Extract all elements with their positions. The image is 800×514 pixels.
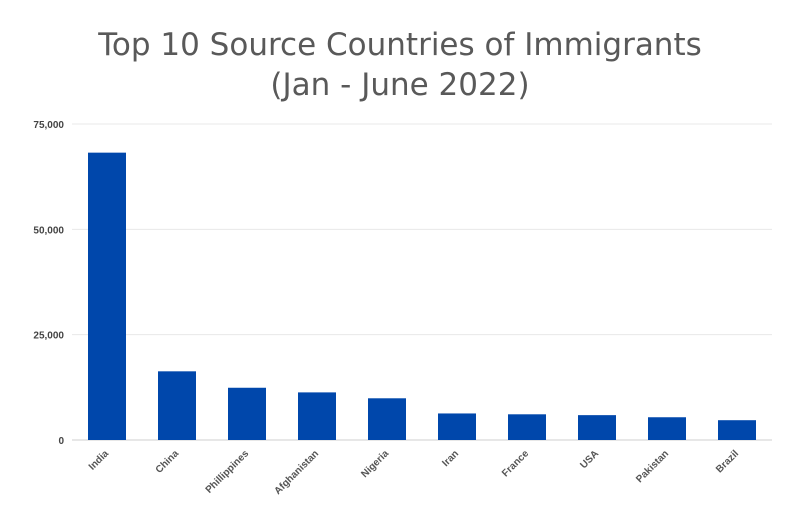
chart-subtitle: (Jan - June 2022)	[270, 67, 530, 103]
y-tick-label: 50,000	[33, 225, 64, 236]
x-tick-label: Afghanistan	[272, 448, 321, 497]
bar-china	[158, 371, 196, 440]
bar-france	[508, 414, 546, 440]
y-tick-label: 25,000	[33, 331, 64, 342]
bar-nigeria	[368, 398, 406, 440]
x-tick-label: Brazil	[714, 448, 741, 475]
x-tick-label: France	[500, 448, 531, 479]
bar-india	[88, 152, 126, 440]
bar-usa	[578, 415, 616, 440]
bar-pakistan	[648, 417, 686, 440]
bar-iran	[438, 413, 476, 440]
bar-brazil	[718, 420, 756, 440]
bar-afghanistan	[298, 392, 336, 440]
x-tick-label: Phillippines	[204, 448, 252, 496]
chart-title: Top 10 Source Countries of Immigrants	[98, 27, 702, 63]
x-tick-label: Nigeria	[359, 448, 391, 480]
y-tick-label: 0	[58, 436, 64, 447]
x-tick-label: USA	[578, 448, 601, 471]
x-tick-label: Iran	[440, 448, 461, 469]
x-tick-label: Pakistan	[634, 448, 671, 485]
x-tick-label: India	[87, 448, 112, 473]
x-tick-label: China	[154, 448, 182, 476]
y-tick-label: 75,000	[33, 120, 64, 131]
bar-phillippines	[228, 387, 266, 440]
